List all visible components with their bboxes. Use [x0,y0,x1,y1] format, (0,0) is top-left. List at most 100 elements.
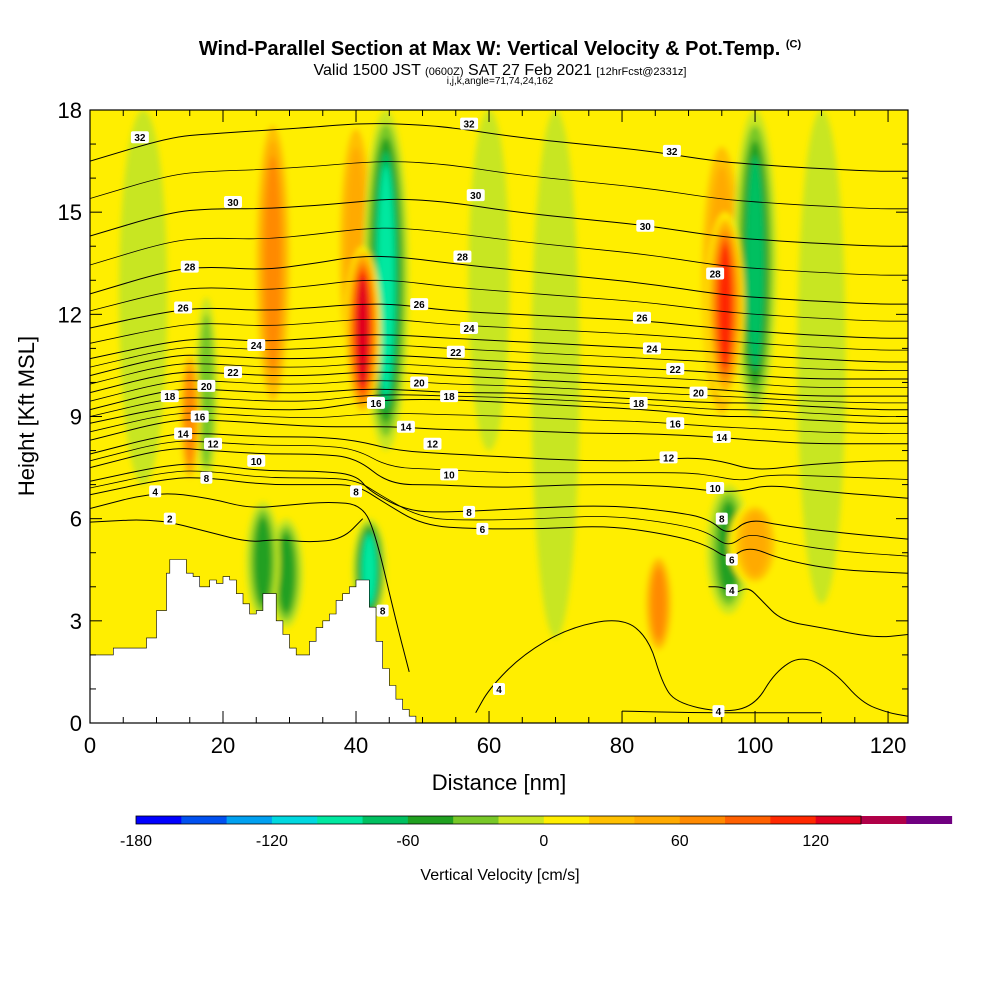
colorbar-swatch [634,816,681,824]
theta-contour-6 [90,477,908,574]
theta-contour-12 [90,432,908,470]
contour-label-bg [463,505,476,518]
colorbar-frame [135,815,862,825]
contour-label: 10 [247,454,266,468]
contour-label-text: 32 [464,120,476,131]
contour-label-text: 30 [470,191,482,202]
contour-label-bg [460,321,479,334]
x-axis: 0 20 40 60 80 100 120 [84,110,906,758]
contour-label: 4 [149,485,162,498]
w-band [371,518,474,706]
contour-label-bg [476,522,489,535]
colorbar-swatch [498,816,545,824]
contour-label: 8 [715,512,728,526]
contour-label-bg [440,390,459,403]
contour-label: 28 [453,250,472,263]
utc-time: (0600Z) [425,66,464,78]
contour-label-text: 12 [663,453,675,464]
colorbar-tick-label: -120 [256,833,288,850]
y-tick-label: 15 [58,200,82,225]
contour-label-text: 20 [693,389,705,400]
w-band [745,155,765,371]
contour-label-bg [160,390,179,403]
contour-label-text: 8 [353,487,359,498]
contour-label-bg [174,301,193,314]
contour-label: 20 [197,379,216,393]
contour-label-text: 28 [457,252,469,263]
contour-label: 32 [130,131,149,144]
x-tick-label: 0 [84,733,96,758]
colorbar-swatch [770,816,817,824]
w-band [797,110,846,604]
contour-label-text: 26 [414,300,426,311]
contour-label-text: 28 [710,269,722,280]
contour-label: 24 [642,342,661,355]
colorbar-swatch [136,816,182,824]
contour-label-text: 16 [194,413,206,424]
contour-label: 28 [706,267,725,280]
contour-label-text: 30 [227,198,239,209]
contour-label: 24 [460,321,479,335]
contour-label-bg [706,267,725,280]
contour-label-text: 24 [646,344,658,355]
colorbar-swatch [861,816,907,824]
contour-label-text: 24 [251,341,263,352]
w-band [531,110,580,638]
w-band [742,512,768,576]
contour-label: 16 [366,396,385,410]
contour-label: 10 [440,468,459,481]
contour-label-text: 14 [178,430,190,441]
contour-label: 30 [466,189,485,202]
colorbar-swatch [271,816,318,824]
theta-contour-14 [90,419,908,445]
w-band [264,155,282,371]
contour-label: 22 [446,345,465,359]
contour-label: 12 [423,437,442,451]
colorbar: -180 -120 -60 0 60 120 [120,815,953,850]
theta-contour-10 [90,448,908,499]
x-axis-label: Distance [nm] [432,770,567,795]
contour-label-text: 30 [640,222,652,233]
copyright-mark: (C) [785,38,802,51]
contour-label: 6 [725,553,738,567]
y-tick-label: 12 [58,302,82,327]
theta-contour-8 [90,463,908,540]
contour-label-bg [666,362,685,375]
contour-label-bg [130,131,149,144]
contour-label-text: 32 [134,133,146,144]
x-tick-label: 60 [477,733,501,758]
w-band [277,532,296,614]
contour-label-bg [174,427,193,440]
contour-label-bg [350,485,363,498]
contour-label-bg [466,189,485,202]
theta-contours [90,123,908,717]
contour-label: 8 [376,604,389,618]
contour-label-text: 18 [633,399,645,410]
contour-label-bg [460,117,479,130]
contour-label-text: 14 [400,423,412,434]
contour-label: 12 [659,451,678,464]
contour-label-text: 24 [464,324,476,335]
contour-label-bg [642,342,661,355]
w-band [254,516,272,606]
theta-contour-minor [90,440,908,481]
colorbar-swatch [906,816,953,824]
contour-label: 30 [636,219,655,233]
colorbar-swatch [181,816,228,824]
w-band [184,368,196,465]
theta-contour-4 [475,620,908,717]
y-tick-label: 0 [70,711,82,736]
contour-label-bg [493,682,505,695]
contour-label-bg [247,454,266,467]
y-axis-label: Height [Kft MSL] [14,336,39,496]
x-tick-label: 80 [610,733,634,758]
contour-label: 10 [706,482,725,495]
contour-label: 20 [689,386,708,400]
contour-label-bg [423,437,442,450]
w-band [651,568,666,640]
contour-label-text: 4 [729,586,735,597]
contour-label: 6 [476,522,489,536]
theta-contour-4 [90,493,410,673]
contour-label-bg [446,345,465,358]
